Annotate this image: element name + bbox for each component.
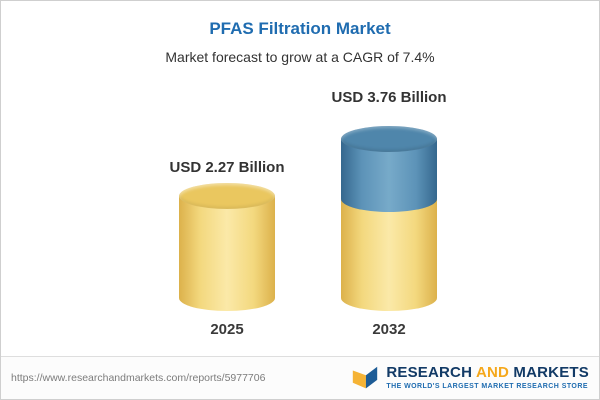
bar-2025-cap	[179, 183, 275, 209]
axis-label-2032: 2032	[372, 321, 406, 338]
chart-subtitle: Market forecast to grow at a CAGR of 7.4…	[165, 49, 435, 65]
logo-tagline: THE WORLD'S LARGEST MARKET RESEARCH STOR…	[386, 383, 588, 391]
logo-word-and: AND	[475, 363, 510, 381]
bar-2032	[341, 126, 437, 311]
bar-2032-cap	[341, 126, 437, 152]
bar-2032-growth-segment	[341, 126, 437, 212]
value-label-2032: USD 3.76 Billion	[331, 89, 447, 106]
bar-2025	[179, 183, 275, 311]
logo-text: RESEARCH AND MARKETS THE WORLD'S LARGEST…	[386, 363, 589, 391]
bar-2025-body	[179, 183, 275, 311]
logo-word-research: RESEARCH	[386, 363, 473, 381]
axis-label-2025: 2025	[210, 321, 244, 338]
footer: https://www.researchandmarkets.com/repor…	[1, 356, 599, 399]
bar-2032-base-segment	[341, 199, 437, 311]
bar-chart: USD 2.27 Billion USD 3.76 Billion 2025 2…	[1, 81, 599, 353]
logo-word-markets: MARKETS	[513, 363, 589, 381]
researchandmarkets-logo[interactable]: RESEARCH AND MARKETS THE WORLD'S LARGEST…	[350, 363, 589, 393]
chart-title: PFAS Filtration Market	[209, 19, 391, 38]
logo-mark-icon	[353, 366, 378, 389]
logo-wordmark: RESEARCH AND MARKETS	[386, 363, 589, 382]
value-label-2025: USD 2.27 Billion	[169, 159, 285, 176]
report-url[interactable]: https://www.researchandmarkets.com/repor…	[11, 372, 266, 384]
